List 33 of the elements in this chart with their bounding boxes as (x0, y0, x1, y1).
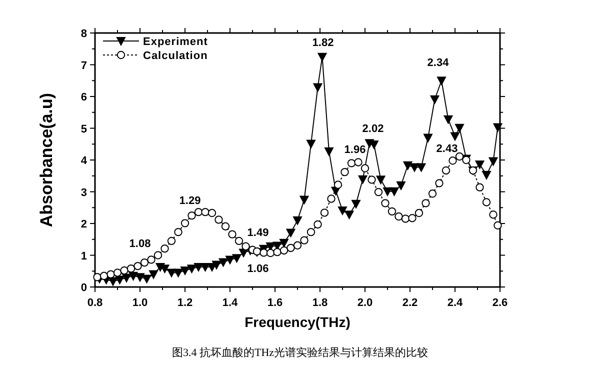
annotation: 2.43 (436, 143, 458, 155)
x-tick-label: 2.6 (492, 297, 508, 309)
legend-label: Calculation (143, 50, 208, 62)
y-tick-label: 8 (80, 28, 87, 40)
legend-label: Experiment (143, 36, 208, 48)
x-tick-label: 1.4 (222, 297, 239, 309)
y-tick-label: 3 (80, 186, 87, 199)
annotation: 2.34 (427, 57, 449, 69)
x-tick-label: 1.2 (177, 297, 193, 309)
y-axis-title: Absorbance(a.u) (37, 92, 56, 228)
y-tick-label: 1 (80, 250, 87, 262)
x-tick-label: 2.0 (357, 297, 373, 309)
annotation: 图3.4 抗坏血酸的THz光谱实验结果与计算结果的比较 (172, 347, 428, 359)
annotation: 1.49 (247, 227, 269, 239)
y-tick-label: 6 (80, 92, 87, 104)
y-tick-label: 0 (80, 282, 87, 294)
x-tick-label: 1.6 (267, 297, 283, 309)
x-axis-title: Frequency(THz) (244, 314, 350, 330)
annotation: 1.06 (247, 263, 269, 275)
y-tick-label: 4 (80, 155, 88, 167)
annotation: 2.02 (362, 123, 384, 135)
annotation: 1.82 (312, 37, 334, 49)
x-tick-label: 2.4 (447, 297, 464, 309)
x-tick-label: 0.8 (87, 297, 103, 309)
annotation: 1.08 (129, 238, 151, 250)
y-tick-label: 5 (80, 123, 87, 136)
x-tick-label: 2.2 (402, 297, 418, 309)
annotation: 1.96 (344, 144, 366, 156)
y-tick-label: 7 (80, 60, 87, 72)
x-tick-label: 1.0 (132, 297, 148, 309)
annotation: 1.29 (179, 195, 201, 207)
x-tick-label: 1.8 (312, 297, 328, 309)
y-tick-label: 2 (80, 218, 87, 230)
